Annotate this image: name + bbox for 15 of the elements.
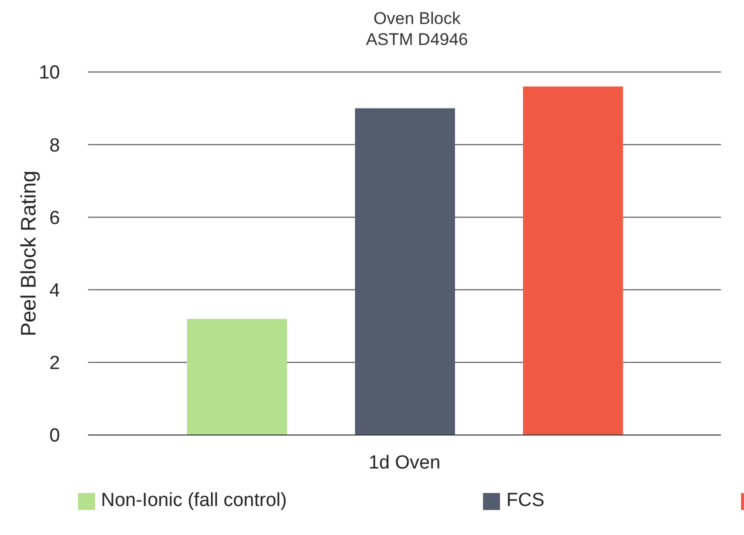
legend-label: Non-Ionic (fall control) — [101, 490, 287, 512]
x-tick-label: 1d Oven — [368, 452, 440, 474]
chart-subtitle: ASTM D4946 — [364, 29, 470, 50]
y-tick-label: 4 — [49, 280, 60, 302]
bar — [355, 108, 455, 435]
y-tick-label: 0 — [49, 426, 60, 447]
y-tick-label: 6 — [49, 208, 60, 229]
bar — [187, 318, 287, 435]
y-tick-label: 10 — [38, 62, 60, 84]
y-tick-label: 8 — [49, 135, 60, 156]
y-axis-title: Peel Block Rating — [17, 170, 40, 336]
legend-label: FCS — [506, 490, 544, 512]
bar — [523, 86, 623, 435]
y-tick-label: 2 — [49, 353, 60, 374]
chart-title: Oven Block — [372, 8, 462, 29]
